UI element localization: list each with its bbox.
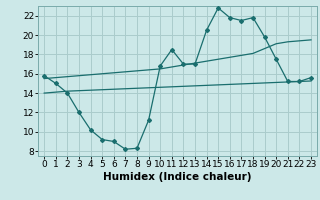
X-axis label: Humidex (Indice chaleur): Humidex (Indice chaleur): [103, 172, 252, 182]
